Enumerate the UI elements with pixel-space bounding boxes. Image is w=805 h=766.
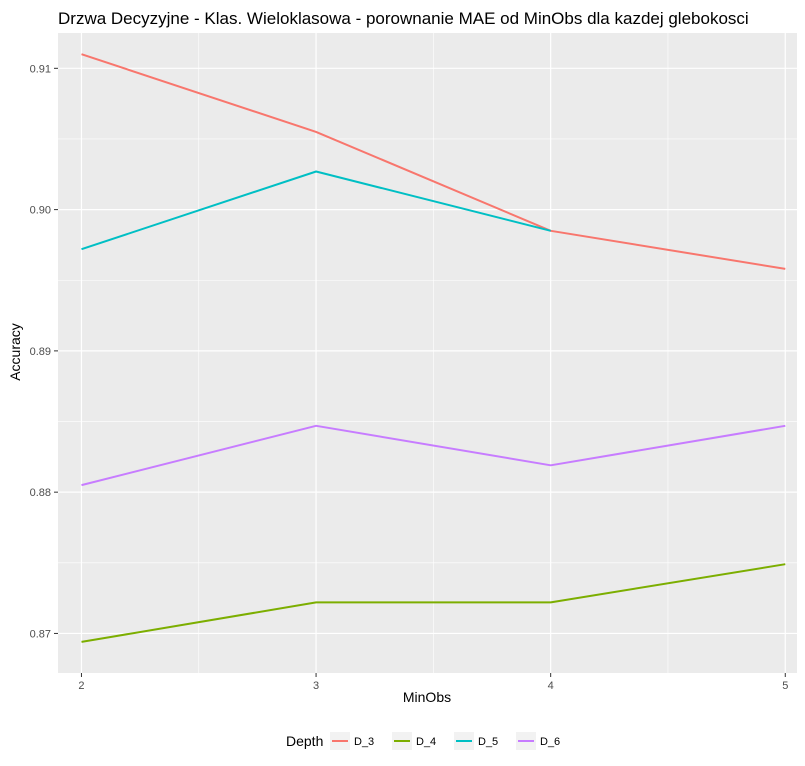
y-tick-label: 0.87 [30,628,51,640]
minor-gridlines [58,33,797,673]
legend-label-D_4: D_4 [416,736,436,748]
x-axis-label: MinObs [403,689,451,705]
legend-label-D_5: D_5 [478,736,498,748]
x-tick-label: 5 [782,680,788,692]
series-lines [81,53,786,643]
series-line-D_4 [81,563,786,643]
y-tick-label: 0.88 [30,487,51,499]
y-axis-label: Accuracy [7,323,23,381]
series-line-D_5 [81,170,551,251]
x-tick-label: 2 [78,680,84,692]
y-axis-ticks: 0.87 0.88 0.89 0.90 0.91 [30,63,58,640]
series-line-D_3 [81,53,786,270]
y-tick-label: 0.89 [30,346,51,358]
legend-title: Depth [286,733,323,749]
legend-label-D_3: D_3 [354,736,374,748]
legend: Depth D_3 D_4 D_5 D_6 [286,732,560,750]
y-tick-label: 0.90 [30,205,51,217]
series-line-D_6 [81,424,786,487]
plot-panel [58,33,797,673]
y-tick-label: 0.91 [30,63,51,75]
legend-label-D_6: D_6 [540,736,560,748]
x-axis-ticks: 2 3 4 5 [78,673,788,692]
x-tick-label: 4 [548,680,554,692]
major-gridlines [58,33,797,673]
x-tick-label: 3 [313,680,319,692]
chart-title: Drzwa Decyzyjne - Klas. Wieloklasowa - p… [58,9,749,28]
